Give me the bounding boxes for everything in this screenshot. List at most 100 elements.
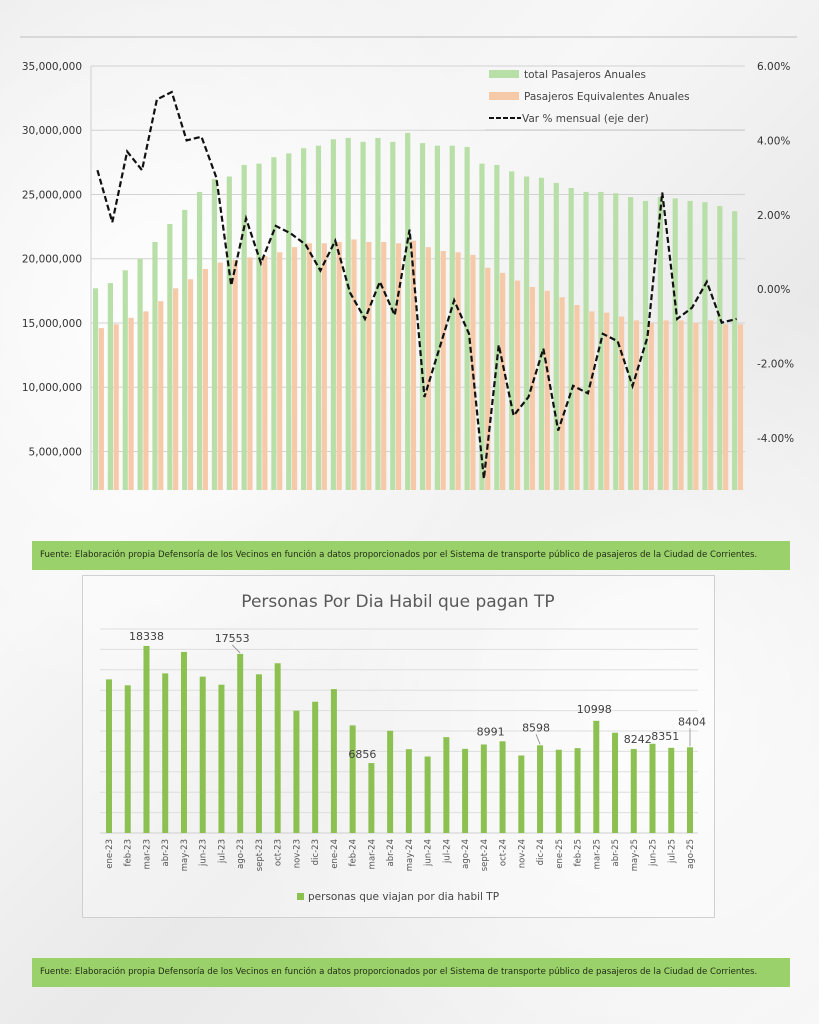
bar-abr-23 <box>162 673 169 833</box>
bar-total-pasajeros <box>107 283 113 490</box>
x-tick-label: jul-23 <box>217 839 227 864</box>
bar-total-pasajeros <box>687 200 693 490</box>
bar-pasajeros-equivalentes <box>574 304 580 490</box>
x-tick-label: sept-23 <box>255 839 265 871</box>
x-tick-label: jun-24 <box>424 839 434 867</box>
bar-pasajeros-equivalentes <box>143 311 149 490</box>
bar-pasajeros-equivalentes <box>708 320 714 490</box>
passengers-combo-chart: 35,000,000 30,000,000 25,000,000 20,000,000… <box>20 36 797 491</box>
left-tick-label: 15,000,000 <box>22 318 82 330</box>
x-tick-label: oct-24 <box>499 839 509 866</box>
bar-total-pasajeros <box>196 191 203 490</box>
bar-total-pasajeros <box>286 153 292 490</box>
x-tick-label: feb-23 <box>124 839 134 867</box>
bar-total-pasajeros <box>390 141 396 490</box>
bar-mar-25 <box>593 720 600 833</box>
bar-total-pasajeros <box>523 176 530 491</box>
bar-pasajeros-equivalentes <box>291 247 298 490</box>
x-tick-label: oct-23 <box>274 839 284 866</box>
right-tick-label: -2.00% <box>757 359 794 371</box>
x-tick-label: feb-24 <box>349 839 359 867</box>
x-tick-label: nov-23 <box>292 839 302 868</box>
x-tick-label: ene-24 <box>330 839 340 869</box>
x-tick-label: ago-25 <box>686 839 696 869</box>
bar-feb-23 <box>124 685 131 833</box>
x-tick-label: mar-24 <box>367 839 377 869</box>
bar-mar-23 <box>143 645 150 833</box>
bar-total-pasajeros <box>628 197 634 490</box>
data-label-leader <box>231 644 241 654</box>
bar-abr-24 <box>387 730 394 833</box>
bar-total-pasajeros <box>182 209 188 491</box>
bar-pasajeros-equivalentes <box>396 243 402 490</box>
x-tick-label: may-23 <box>180 839 190 871</box>
bar-total-pasajeros <box>256 163 262 490</box>
legend-swatch-total <box>489 70 519 78</box>
x-tick-label: jun-25 <box>649 839 659 867</box>
bar-pasajeros-equivalentes <box>247 257 253 490</box>
bar-sept-23 <box>255 674 262 833</box>
data-label: 10998 <box>577 703 612 716</box>
right-tick-label: 4.00% <box>757 135 790 147</box>
data-label: 8242 <box>624 733 652 746</box>
bar-pasajeros-equivalentes <box>633 320 640 490</box>
bar-pasajeros-equivalentes <box>470 254 476 490</box>
bar-pasajeros-equivalentes <box>723 324 729 490</box>
bar-total-pasajeros <box>152 242 158 490</box>
bar-pasajeros-equivalentes <box>737 324 744 490</box>
bar-ene-24 <box>330 689 337 833</box>
bar-pasajeros-equivalentes <box>381 242 387 490</box>
x-tick-label: mar-23 <box>142 839 152 869</box>
x-tick-label: ago-23 <box>236 839 246 869</box>
bar-total-pasajeros <box>642 200 649 490</box>
bar-ene-23 <box>106 679 112 833</box>
bar-oct-24 <box>499 741 506 833</box>
data-label: 8598 <box>522 721 550 734</box>
right-tick-label: 0.00% <box>757 284 790 296</box>
legend-label: personas que viajan por dia habil TP <box>308 891 499 903</box>
bar-total-pasajeros <box>419 143 426 490</box>
bar-pasajeros-equivalentes <box>366 242 372 490</box>
bar-total-pasajeros <box>449 145 455 491</box>
bar-total-pasajeros <box>315 145 322 491</box>
right-tick-label: 2.00% <box>757 210 790 222</box>
legend-label-line: Var % mensual (eje der) <box>522 113 649 125</box>
x-tick-label: ago-24 <box>461 839 471 869</box>
bar-abr-25 <box>612 732 619 833</box>
left-tick-label: 5,000,000 <box>29 446 82 458</box>
x-tick-label: abr-25 <box>611 839 621 866</box>
bar-jul-24 <box>443 737 450 833</box>
bar-ago-25 <box>687 747 693 833</box>
bar-pasajeros-equivalentes <box>351 239 357 490</box>
bar-total-pasajeros <box>375 137 381 490</box>
bar-pasajeros-equivalentes <box>514 280 521 490</box>
bar-pasajeros-equivalentes <box>693 322 699 490</box>
bar-pasajeros-equivalentes <box>158 301 164 490</box>
bar-feb-24 <box>349 725 356 833</box>
bar-nov-24 <box>518 755 525 833</box>
bar-pasajeros-equivalentes <box>425 247 431 490</box>
left-tick-label: 10,000,000 <box>22 382 82 394</box>
bar-total-pasajeros <box>657 197 663 490</box>
bar-sept-24 <box>480 744 487 833</box>
bar-total-pasajeros <box>301 148 307 491</box>
left-tick-label: 25,000,000 <box>22 189 82 201</box>
legend-swatch <box>297 893 304 900</box>
bar-total-pasajeros <box>137 258 143 490</box>
bar-total-pasajeros <box>122 270 128 490</box>
bar-pasajeros-equivalentes <box>277 252 283 490</box>
x-tick-label: abr-24 <box>386 839 396 866</box>
bar-pasajeros-equivalentes <box>589 311 595 490</box>
bar-total-pasajeros <box>509 171 515 490</box>
bar-total-pasajeros <box>226 176 232 491</box>
data-label-leader <box>535 734 541 745</box>
data-label: 8404 <box>678 715 706 728</box>
bar-pasajeros-equivalentes <box>217 262 223 490</box>
bar-jul-23 <box>218 684 225 833</box>
bar-pasajeros-equivalentes <box>173 288 179 490</box>
bar-pasajeros-equivalentes <box>544 290 550 490</box>
bar-pasajeros-equivalentes <box>529 286 535 490</box>
bar-pasajeros-equivalentes <box>113 324 119 490</box>
legend-swatch-equivalentes <box>489 92 519 100</box>
